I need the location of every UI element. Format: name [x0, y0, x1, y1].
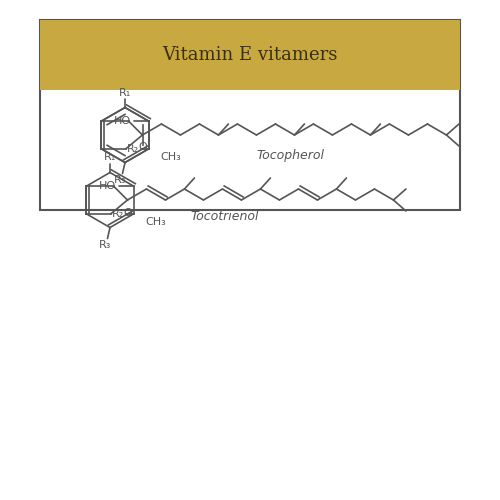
Text: R₂: R₂ [126, 144, 139, 154]
Text: O: O [123, 208, 132, 218]
Text: R₃: R₃ [114, 175, 126, 185]
Text: Tocotrienol: Tocotrienol [191, 210, 259, 222]
Text: HO: HO [114, 116, 132, 126]
Text: R₁: R₁ [104, 152, 116, 162]
Text: R₁: R₁ [119, 88, 131, 98]
Text: HO: HO [99, 181, 116, 191]
Text: Vitamin E vitamers: Vitamin E vitamers [162, 46, 338, 64]
Text: O: O [138, 142, 147, 152]
Text: R₃: R₃ [99, 240, 111, 250]
Text: Tocopherol: Tocopherol [256, 148, 324, 162]
Text: CH₃: CH₃ [160, 152, 180, 162]
FancyBboxPatch shape [40, 20, 460, 90]
Text: CH₃: CH₃ [145, 218, 166, 228]
Text: R₂: R₂ [112, 209, 124, 219]
FancyBboxPatch shape [40, 20, 460, 210]
